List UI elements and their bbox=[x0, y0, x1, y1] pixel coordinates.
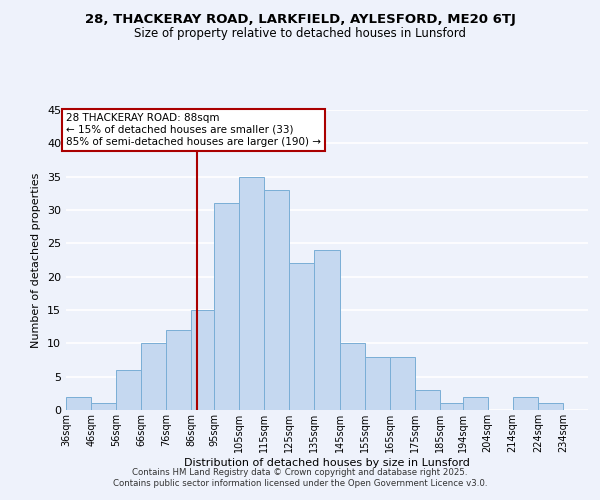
Bar bbox=[440, 404, 463, 410]
Bar bbox=[538, 404, 563, 410]
Bar bbox=[141, 344, 166, 410]
Bar bbox=[340, 344, 365, 410]
Y-axis label: Number of detached properties: Number of detached properties bbox=[31, 172, 41, 348]
Bar bbox=[166, 330, 191, 410]
Bar bbox=[116, 370, 141, 410]
Bar bbox=[463, 396, 488, 410]
Text: 28, THACKERAY ROAD, LARKFIELD, AYLESFORD, ME20 6TJ: 28, THACKERAY ROAD, LARKFIELD, AYLESFORD… bbox=[85, 12, 515, 26]
Bar bbox=[66, 396, 91, 410]
Text: 28 THACKERAY ROAD: 88sqm
← 15% of detached houses are smaller (33)
85% of semi-d: 28 THACKERAY ROAD: 88sqm ← 15% of detach… bbox=[66, 114, 321, 146]
Bar bbox=[513, 396, 538, 410]
Bar bbox=[390, 356, 415, 410]
Bar bbox=[91, 404, 116, 410]
Bar bbox=[191, 310, 214, 410]
Bar bbox=[239, 176, 264, 410]
Bar bbox=[289, 264, 314, 410]
Text: Size of property relative to detached houses in Lunsford: Size of property relative to detached ho… bbox=[134, 28, 466, 40]
Bar bbox=[264, 190, 289, 410]
X-axis label: Distribution of detached houses by size in Lunsford: Distribution of detached houses by size … bbox=[184, 458, 470, 468]
Bar bbox=[314, 250, 340, 410]
Bar bbox=[415, 390, 440, 410]
Bar bbox=[214, 204, 239, 410]
Text: Contains HM Land Registry data © Crown copyright and database right 2025.
Contai: Contains HM Land Registry data © Crown c… bbox=[113, 468, 487, 487]
Bar bbox=[365, 356, 390, 410]
